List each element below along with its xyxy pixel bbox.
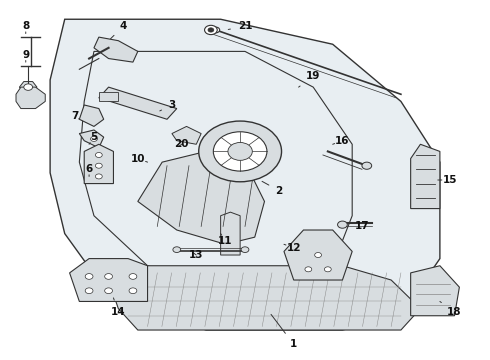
Circle shape bbox=[362, 162, 372, 169]
Polygon shape bbox=[16, 87, 45, 109]
Circle shape bbox=[324, 267, 331, 272]
Circle shape bbox=[199, 121, 282, 182]
Polygon shape bbox=[411, 266, 460, 316]
Text: 10: 10 bbox=[130, 154, 147, 163]
Text: 2: 2 bbox=[262, 181, 283, 196]
Circle shape bbox=[228, 143, 252, 160]
Circle shape bbox=[129, 288, 137, 294]
Circle shape bbox=[208, 28, 214, 32]
Circle shape bbox=[213, 132, 267, 171]
Polygon shape bbox=[220, 212, 240, 255]
Polygon shape bbox=[411, 144, 440, 208]
Text: 16: 16 bbox=[333, 136, 350, 146]
Text: 20: 20 bbox=[174, 139, 189, 149]
Text: 12: 12 bbox=[284, 243, 301, 253]
Circle shape bbox=[24, 84, 32, 90]
Circle shape bbox=[96, 153, 102, 157]
Text: 21: 21 bbox=[228, 21, 252, 31]
Polygon shape bbox=[138, 152, 265, 244]
Polygon shape bbox=[20, 82, 37, 93]
Circle shape bbox=[85, 288, 93, 294]
Text: 3: 3 bbox=[160, 100, 175, 111]
Circle shape bbox=[105, 274, 113, 279]
Polygon shape bbox=[70, 258, 147, 301]
Circle shape bbox=[338, 221, 347, 228]
Circle shape bbox=[212, 27, 220, 33]
Text: 15: 15 bbox=[438, 175, 457, 185]
Circle shape bbox=[315, 252, 321, 257]
Text: 18: 18 bbox=[440, 301, 462, 317]
Text: 1: 1 bbox=[271, 314, 297, 349]
Polygon shape bbox=[50, 19, 440, 330]
Text: 17: 17 bbox=[352, 221, 369, 231]
Circle shape bbox=[173, 247, 181, 252]
Circle shape bbox=[305, 267, 312, 272]
Text: 4: 4 bbox=[111, 21, 127, 39]
Circle shape bbox=[85, 274, 93, 279]
Circle shape bbox=[241, 247, 249, 252]
Circle shape bbox=[204, 25, 217, 35]
Circle shape bbox=[96, 163, 102, 168]
Polygon shape bbox=[84, 144, 114, 184]
Text: 9: 9 bbox=[22, 50, 29, 62]
Polygon shape bbox=[99, 87, 177, 119]
Polygon shape bbox=[94, 37, 138, 62]
Text: 7: 7 bbox=[71, 111, 79, 121]
Text: 5: 5 bbox=[89, 132, 98, 144]
Text: 13: 13 bbox=[189, 250, 203, 260]
Circle shape bbox=[105, 288, 113, 294]
Text: 14: 14 bbox=[111, 298, 125, 317]
Polygon shape bbox=[284, 230, 352, 280]
Polygon shape bbox=[79, 105, 104, 126]
Polygon shape bbox=[109, 266, 420, 330]
Circle shape bbox=[91, 136, 98, 141]
Polygon shape bbox=[172, 126, 201, 144]
Polygon shape bbox=[79, 130, 104, 148]
Circle shape bbox=[96, 174, 102, 179]
Text: 8: 8 bbox=[22, 21, 29, 33]
Text: 6: 6 bbox=[85, 164, 93, 176]
Bar bbox=[99, 93, 118, 102]
Text: 11: 11 bbox=[218, 234, 233, 246]
Text: 19: 19 bbox=[298, 71, 320, 87]
Circle shape bbox=[129, 274, 137, 279]
